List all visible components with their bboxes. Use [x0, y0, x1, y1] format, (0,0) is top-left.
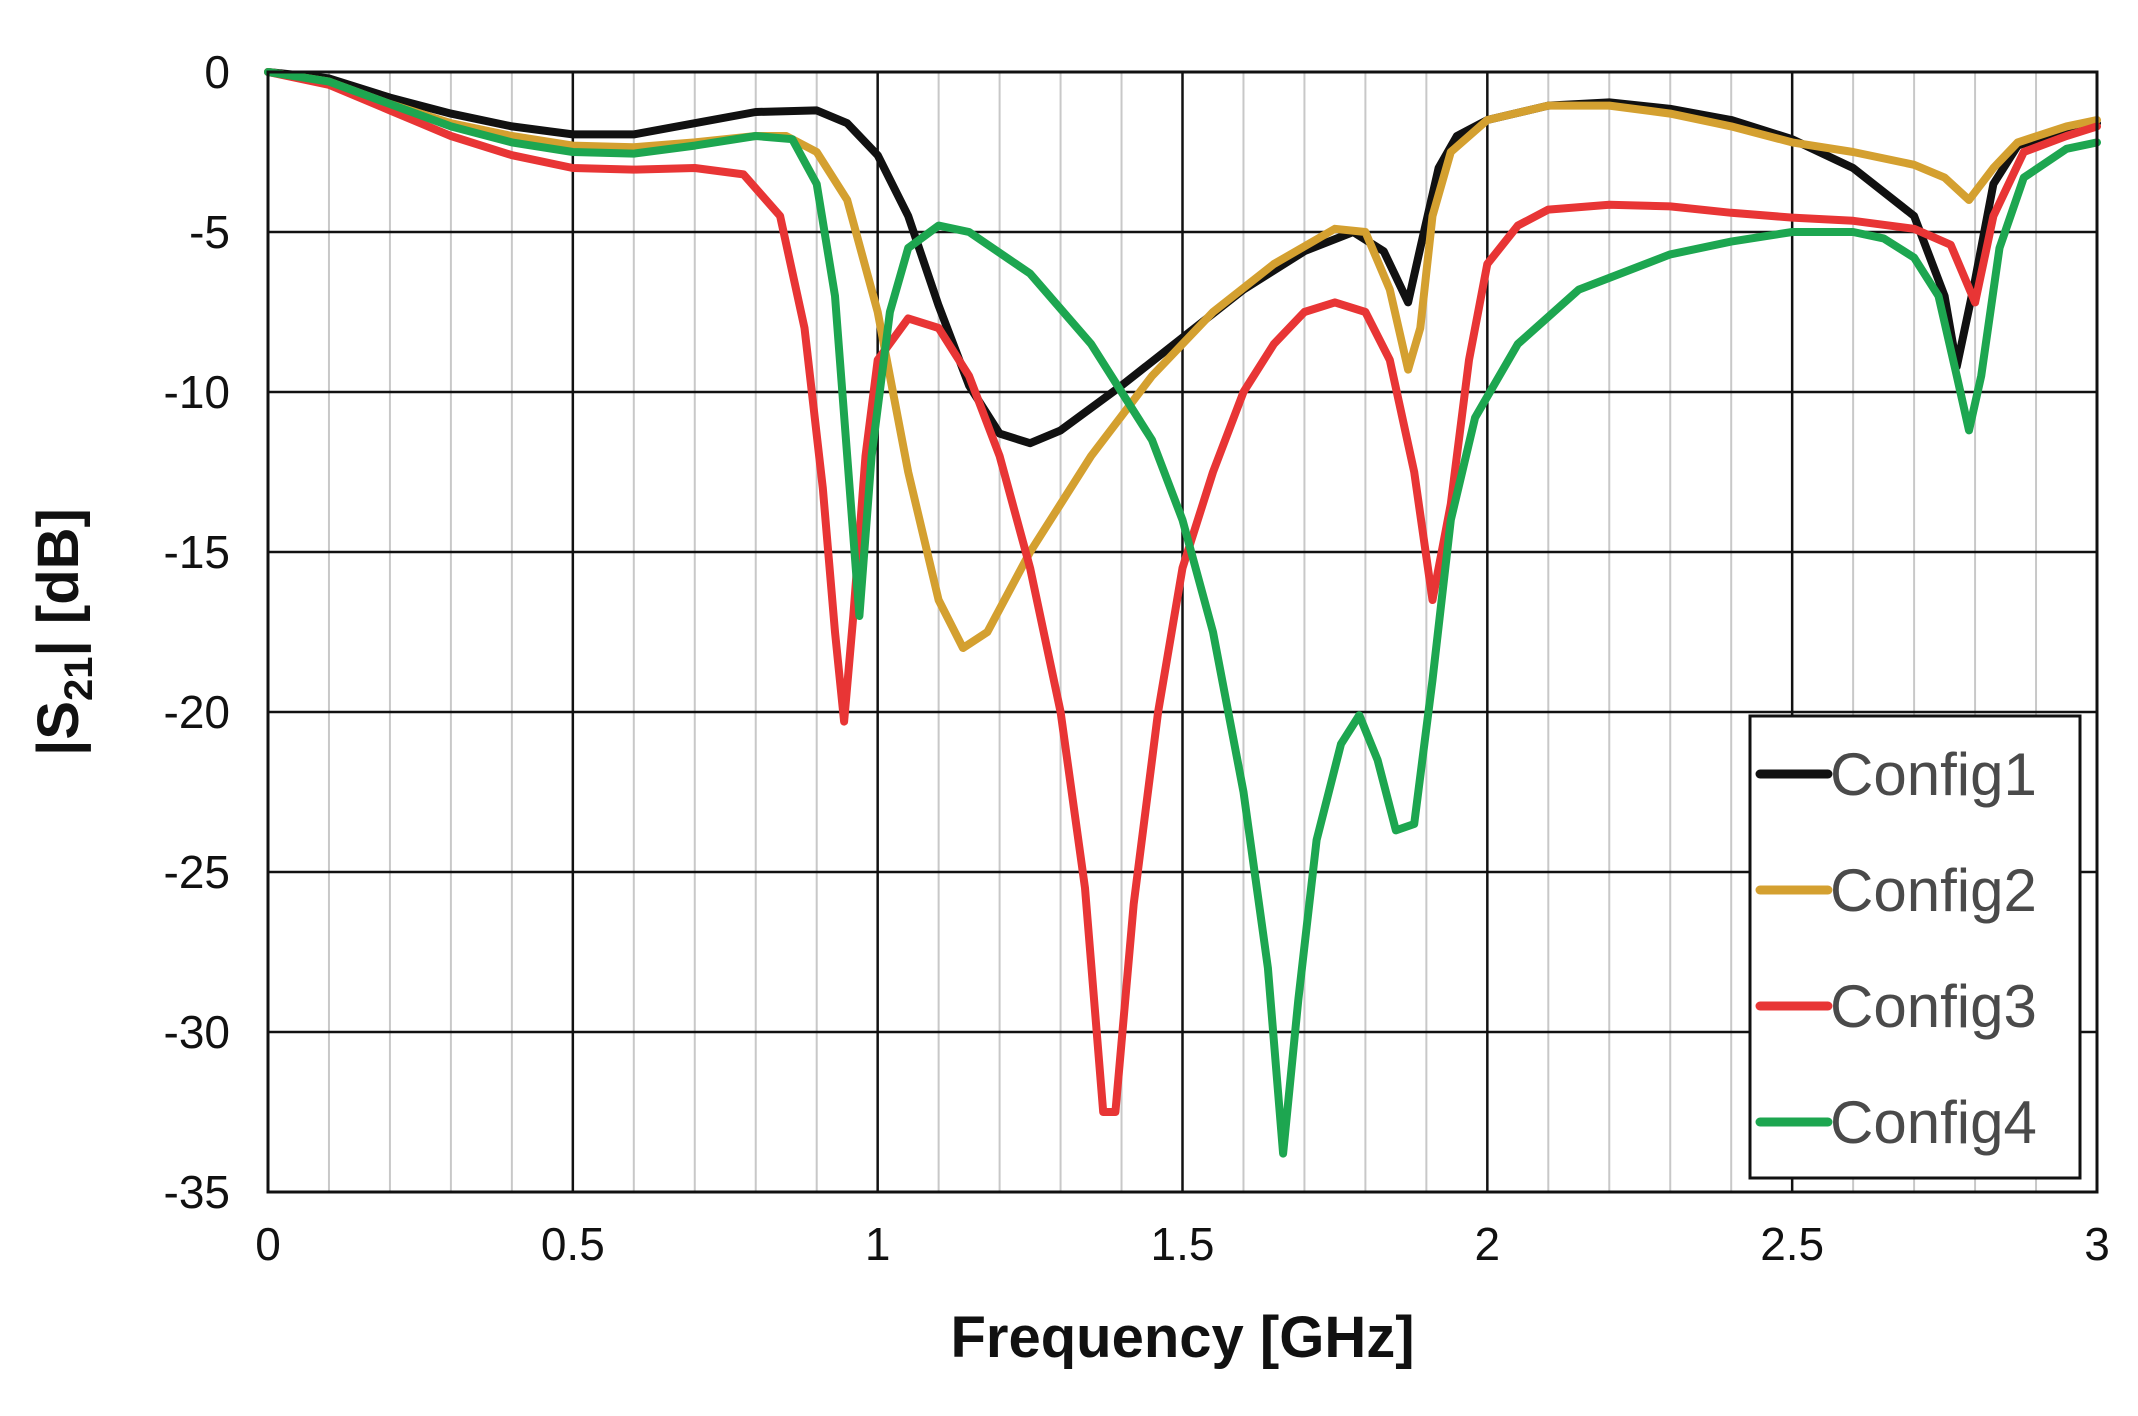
legend-box: [1748, 714, 2082, 1180]
y-axis-title-subscript: 21: [57, 656, 101, 701]
series-line-config3: [264, 68, 2101, 1116]
x-tick-label: 1.5: [1151, 1218, 1215, 1270]
legend: Config1 Config2 Config3 Config4: [1748, 714, 2082, 1180]
series-line-config1: [264, 68, 2101, 448]
x-tick-label: 0: [255, 1218, 281, 1270]
tick-labels: 0 0.5 1 1.5 2 2.5 3 0 -5 -10 -15 -20 -25 -30 -35: [164, 46, 2110, 1270]
x-tick-label: 1: [865, 1218, 891, 1270]
x-tick-label: 2.5: [1760, 1218, 1824, 1270]
plot-frame: [266, 70, 2099, 1194]
y-tick-label: -10: [164, 366, 230, 418]
y-tick-label: 0: [204, 46, 230, 98]
y-axis-title-suffix: | [dB]: [26, 508, 91, 656]
y-tick-label: -30: [164, 1006, 230, 1058]
series-line-config4: [264, 68, 2101, 1158]
legend-label-config4: Config4: [1830, 1089, 2037, 1156]
series-layer: [264, 68, 2101, 1158]
y-tick-label: -25: [164, 846, 230, 898]
y-tick-label: -5: [189, 206, 230, 258]
y-axis-title: |S21| [dB]: [26, 508, 101, 756]
x-tick-label: 0.5: [541, 1218, 605, 1270]
legend-label-config3: Config3: [1830, 973, 2037, 1040]
y-tick-label: -35: [164, 1166, 230, 1218]
y-axis-title-prefix: |S: [26, 701, 91, 756]
x-tick-label: 2: [1475, 1218, 1501, 1270]
x-axis-title: Frequency [GHz]: [950, 1305, 1414, 1370]
legend-label-config1: Config1: [1830, 741, 2037, 808]
y-tick-label: -20: [164, 686, 230, 738]
legend-label-config2: Config2: [1830, 857, 2037, 924]
x-tick-label: 3: [2084, 1218, 2110, 1270]
y-tick-label: -15: [164, 526, 230, 578]
